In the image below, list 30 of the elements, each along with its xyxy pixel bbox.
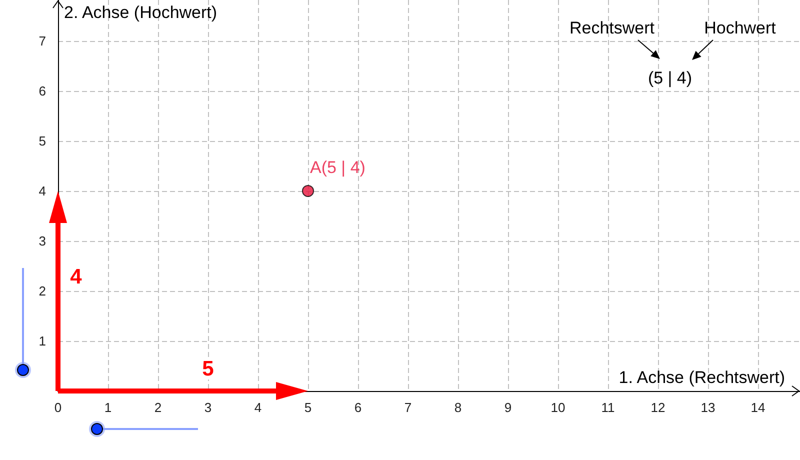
y-tick-label: 2 [38,284,46,298]
x-tick-label: 3 [204,400,212,415]
annotation: (5 | 4) [648,68,692,88]
x-tick-label: 13 [700,400,716,415]
annotation: 5 [202,358,214,380]
x-tick-label: 4 [254,400,262,415]
y-tick-label: 7 [38,34,46,48]
annotation: 4 [70,266,82,288]
y-tick-label: 1 [38,334,46,348]
x-tick-label: 8 [454,400,462,415]
x-tick-label: 6 [354,400,362,415]
y-tick-label: 5 [38,134,46,148]
x-tick-label: 9 [504,400,512,415]
x-tick-label: 2 [154,400,162,415]
x-tick-label: 11 [601,400,615,415]
x-tick-label: 5 [304,400,312,415]
annotation: Rechtswert [569,18,655,38]
y-axis-title: 2. Achse (Hochwert) [64,3,218,22]
x-tick-label: 7 [404,400,412,415]
annotation: Hochwert [704,18,776,38]
x-axis-title: 1. Achse (Rechtswert) [618,368,786,387]
x-tick-label: 14 [750,400,766,415]
y-tick-label: 4 [38,184,46,198]
x-tick-label: 12 [650,400,666,415]
x-tick-label: 1 [104,400,112,415]
x-tick-label: 0 [54,400,62,415]
x-tick-label: 10 [550,400,566,415]
y-tick-label: 6 [38,84,46,98]
data-label: A(5 | 4) [310,158,366,177]
y-tick-label: 3 [38,234,46,248]
